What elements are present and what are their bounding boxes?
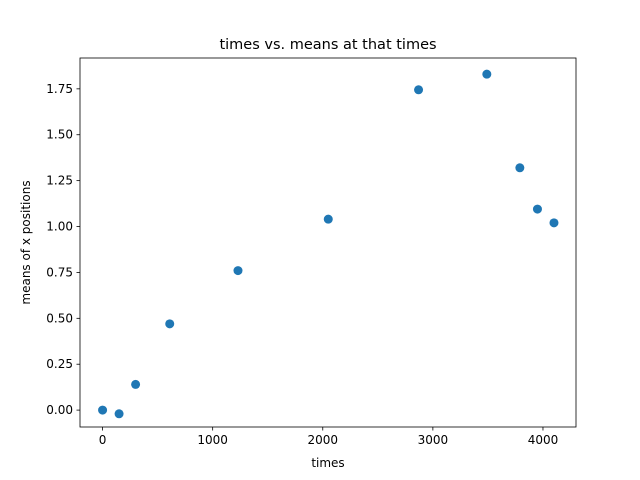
plot-frame	[79, 57, 577, 428]
data-point	[98, 405, 108, 415]
y-tick-label: 0.00	[46, 403, 73, 417]
x-tick-label: 2000	[307, 433, 338, 447]
data-point	[323, 214, 333, 224]
chart-title: times vs. means at that times	[219, 37, 436, 53]
y-axis: 0.00 0.25 0.50 0.75 1.00 1.25 1.50 1.75	[46, 82, 80, 417]
data-point	[515, 163, 525, 173]
data-point	[482, 69, 492, 79]
y-tick-label: 1.75	[46, 82, 73, 96]
data-point	[114, 409, 124, 419]
data-point	[532, 204, 542, 214]
y-tick-label: 0.50	[46, 311, 73, 325]
points-layer	[98, 69, 559, 419]
data-point	[233, 266, 243, 276]
y-tick-label: 1.25	[46, 174, 73, 188]
x-tick-label: 0	[99, 433, 107, 447]
data-point	[165, 319, 175, 329]
y-tick-label: 1.50	[46, 128, 73, 142]
data-point	[549, 218, 559, 228]
data-point	[414, 85, 424, 95]
x-tick-label: 1000	[197, 433, 228, 447]
y-tick-label: 1.00	[46, 220, 73, 234]
x-axis: 0 1000 2000 3000 4000	[99, 427, 558, 447]
x-tick-label: 4000	[528, 433, 559, 447]
y-tick-label: 0.75	[46, 265, 73, 279]
y-axis-label: means of x positions	[19, 180, 33, 304]
x-axis-label: times	[311, 456, 344, 470]
data-point	[131, 379, 141, 389]
y-tick-label: 0.25	[46, 357, 73, 371]
x-tick-label: 3000	[418, 433, 449, 447]
